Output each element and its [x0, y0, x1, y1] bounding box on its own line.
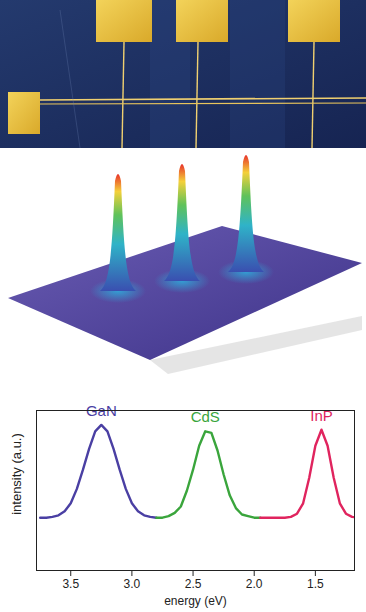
svg-text:2.5: 2.5	[185, 577, 202, 591]
svg-text:3.0: 3.0	[124, 577, 141, 591]
svg-text:3.5: 3.5	[62, 577, 79, 591]
svg-text:1.5: 1.5	[307, 577, 324, 591]
html-text:intensity (a.u.): intensity (a.u.)	[8, 433, 24, 515]
svg-text:CdS: CdS	[190, 408, 220, 426]
svg-text:2.0: 2.0	[246, 577, 263, 591]
svg-text:GaN: GaN	[85, 401, 117, 419]
svg-text:InP: InP	[310, 407, 333, 424]
svg-text:energy (eV): energy (eV)	[164, 594, 227, 608]
